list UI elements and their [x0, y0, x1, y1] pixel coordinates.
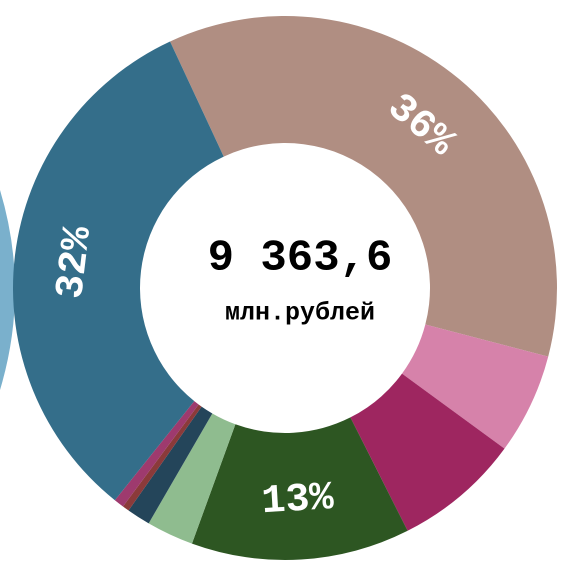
slice — [402, 324, 549, 449]
center-value: 9 363,6 — [208, 234, 393, 284]
slice-label: 13% — [260, 476, 336, 525]
neighbor-slice — [0, 190, 15, 390]
slice — [128, 406, 213, 524]
slice — [114, 401, 199, 507]
slice — [13, 41, 224, 501]
slice — [170, 15, 557, 357]
slice — [350, 373, 505, 531]
slice — [148, 413, 236, 544]
slice-label: 32% — [49, 223, 102, 301]
center-label: млн.рублей — [225, 299, 375, 328]
donut — [13, 15, 557, 560]
slice — [122, 404, 202, 511]
slice — [191, 417, 408, 560]
